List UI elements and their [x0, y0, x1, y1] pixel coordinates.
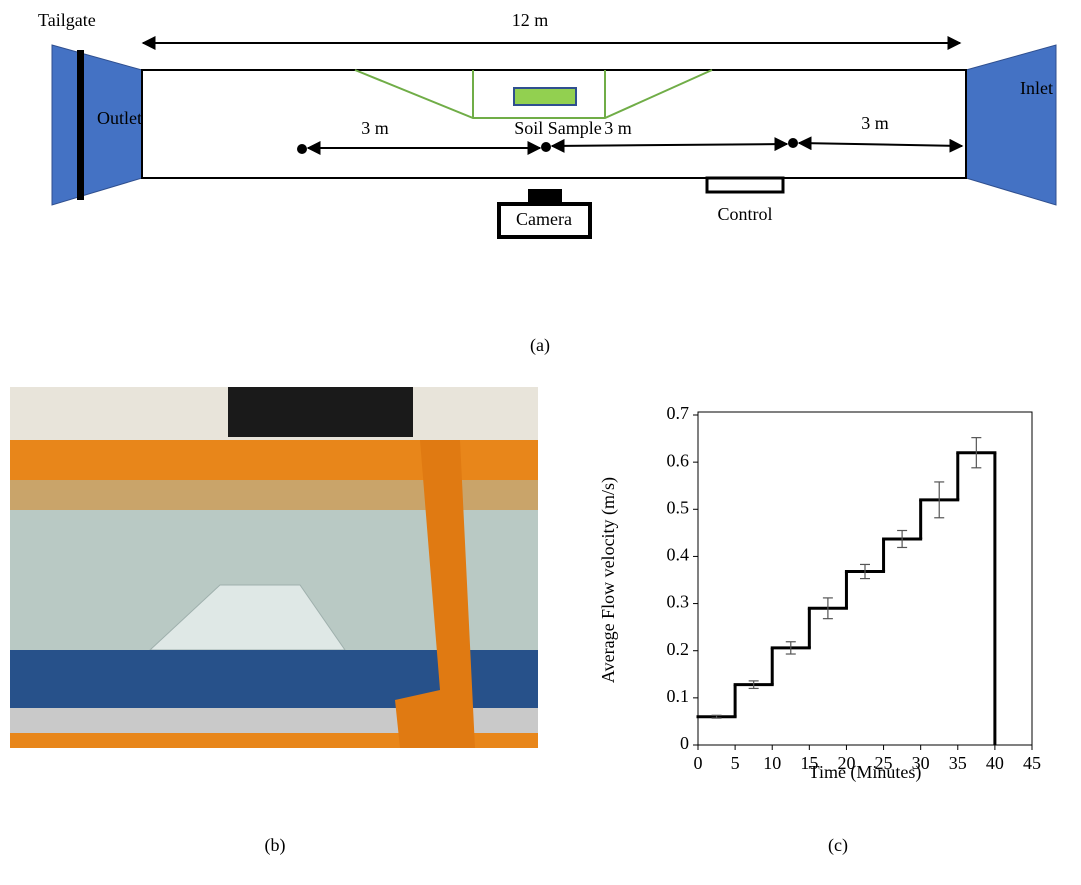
x-tick-label: 0 [694, 753, 703, 773]
label: Tailgate [38, 10, 96, 30]
x-tick-label: 40 [986, 753, 1004, 773]
label: Inlet [1020, 78, 1053, 98]
window [228, 387, 413, 437]
label: Control [717, 204, 772, 224]
y-tick-label: 0.5 [667, 497, 690, 517]
label: 3 m [861, 113, 889, 133]
caption: (c) [828, 835, 848, 856]
caption: (b) [265, 835, 286, 856]
label: 3 m [604, 118, 632, 138]
page: Tailgate 12 m Outlet Inlet Soil Sample 3… [0, 0, 1081, 885]
y-tick-label: 0.1 [667, 686, 690, 706]
soil-sample [514, 88, 576, 105]
label: Soil Sample [514, 118, 602, 138]
figure: Tailgate 12 m Outlet Inlet Soil Sample 3… [0, 0, 1081, 885]
y-tick-label: 0.7 [667, 403, 690, 423]
control-box [707, 178, 783, 192]
y-tick-label: 0.3 [667, 592, 690, 612]
label: 12 m [512, 10, 549, 30]
dimension-arrow [552, 144, 787, 146]
caption: (a) [530, 335, 550, 356]
label: 3 m [361, 118, 389, 138]
inlet-shape [966, 45, 1056, 205]
x-tick-label: 45 [1023, 753, 1041, 773]
camera-body [528, 189, 562, 203]
label: Camera [516, 209, 572, 229]
y-tick-label: 0 [680, 733, 689, 753]
dimension-arrow [799, 143, 962, 146]
photo [10, 387, 538, 748]
y-tick-label: 0.2 [667, 639, 690, 659]
x-tick-label: 10 [763, 753, 781, 773]
y-tick-label: 0.4 [667, 545, 690, 565]
y-tick-label: 0.6 [667, 450, 690, 470]
point [788, 138, 798, 148]
y-axis-label: Average Flow velocity (m/s) [598, 477, 619, 683]
point [541, 142, 551, 152]
x-tick-label: 5 [731, 753, 740, 773]
x-axis-label: Time (Minutes) [809, 762, 922, 783]
label: Outlet [97, 108, 142, 128]
tailgate-bar [77, 50, 84, 200]
point [297, 144, 307, 154]
flume-diagram: Tailgate 12 m Outlet Inlet Soil Sample 3… [38, 10, 1056, 237]
x-tick-label: 35 [949, 753, 967, 773]
